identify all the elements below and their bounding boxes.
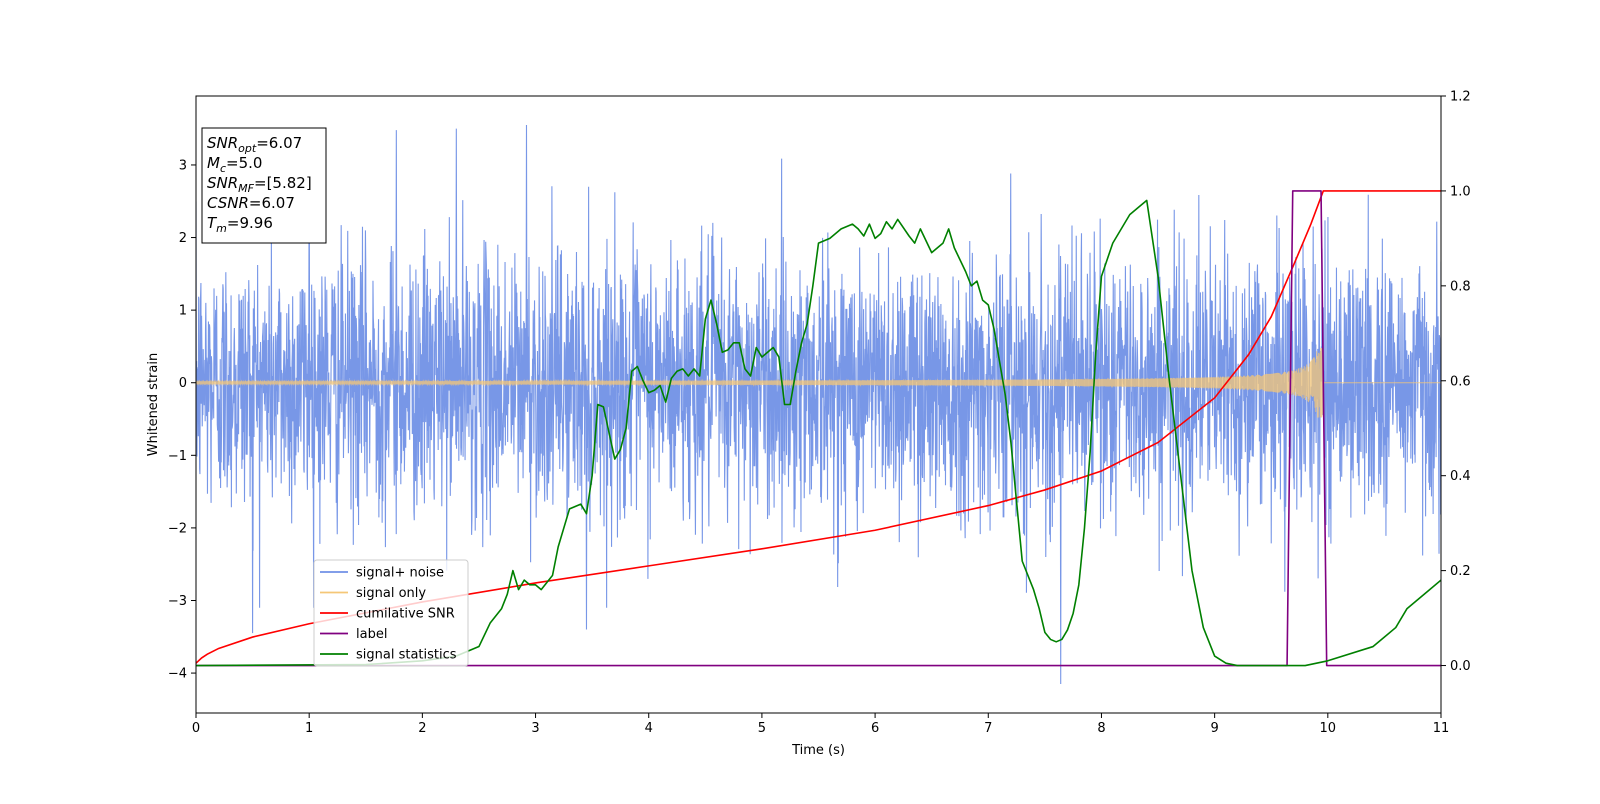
legend-label: signal+ noise	[356, 566, 444, 581]
legend-frame	[313, 559, 469, 667]
x-tick-label: 8	[1097, 721, 1105, 736]
plot-area	[196, 125, 1441, 684]
x-tick-label: 1	[305, 721, 313, 736]
info-line: SNRMF=[5.82]	[207, 174, 312, 195]
y-left-tick-label: 2	[179, 231, 187, 246]
y-right-tick-label: 1.2	[1450, 90, 1471, 105]
info-line: CSNR=6.07	[207, 194, 295, 212]
y-axis-label: Whitened strain	[146, 353, 161, 456]
x-tick-label: 4	[645, 721, 653, 736]
x-tick-label: 5	[758, 721, 766, 736]
info-line: SNRopt=6.07	[207, 134, 302, 155]
y-left-tick-label: 3	[179, 158, 187, 173]
y-left-tick-label: 1	[179, 304, 187, 319]
legend: signal+ noise signal only cumilative SNR la…	[313, 559, 469, 667]
legend-label: signal only	[356, 586, 426, 601]
y-left-tick-label: −1	[168, 449, 187, 464]
x-tick-label: 2	[418, 721, 426, 736]
y-right-tick-label: 1.0	[1450, 184, 1471, 199]
info-box-frame	[201, 127, 327, 244]
x-tick-label: 9	[1210, 721, 1218, 736]
x-tick-label: 10	[1320, 721, 1337, 736]
legend-label: cumilative SNR	[356, 607, 455, 622]
x-tick-label: 3	[531, 721, 539, 736]
series-signal-only	[196, 347, 1441, 418]
plot-frame	[195, 95, 1442, 714]
x-tick-label: 6	[871, 721, 879, 736]
series-signal-statistics	[196, 199, 1441, 667]
info-line: Tm=9.96	[207, 214, 273, 235]
y-left-tick-label: 0	[179, 376, 187, 391]
y-left-tick-label: −3	[168, 594, 187, 609]
y-right-tick-label: 0.8	[1450, 279, 1471, 294]
y-right-tick-label: 0.0	[1450, 659, 1471, 674]
x-tick-label: 11	[1433, 721, 1450, 736]
y-left-tick-label: −4	[168, 667, 187, 682]
series-cumulative-snr	[196, 190, 1441, 664]
axes: 0 1 2 3 4 5 6 7 8 9 10 11 −4 −3 −2 −1 0 1 2 3 0.0 0.2 0.4 0.6 0.…	[168, 90, 1471, 737]
y-left-tick-label: −2	[168, 521, 187, 536]
x-tick-label: 7	[984, 721, 992, 736]
y-right-tick-label: 0.6	[1450, 374, 1471, 389]
legend-label: signal statistics	[356, 648, 457, 663]
y-right-tick-label: 0.4	[1450, 469, 1471, 484]
legend-label: label	[356, 627, 387, 642]
x-tick-label: 0	[192, 721, 200, 736]
y-right-tick-label: 0.2	[1450, 564, 1471, 579]
series-label	[196, 190, 1441, 667]
x-axis-label: Time (s)	[791, 743, 845, 758]
info-line: Mc=5.0	[207, 154, 262, 175]
